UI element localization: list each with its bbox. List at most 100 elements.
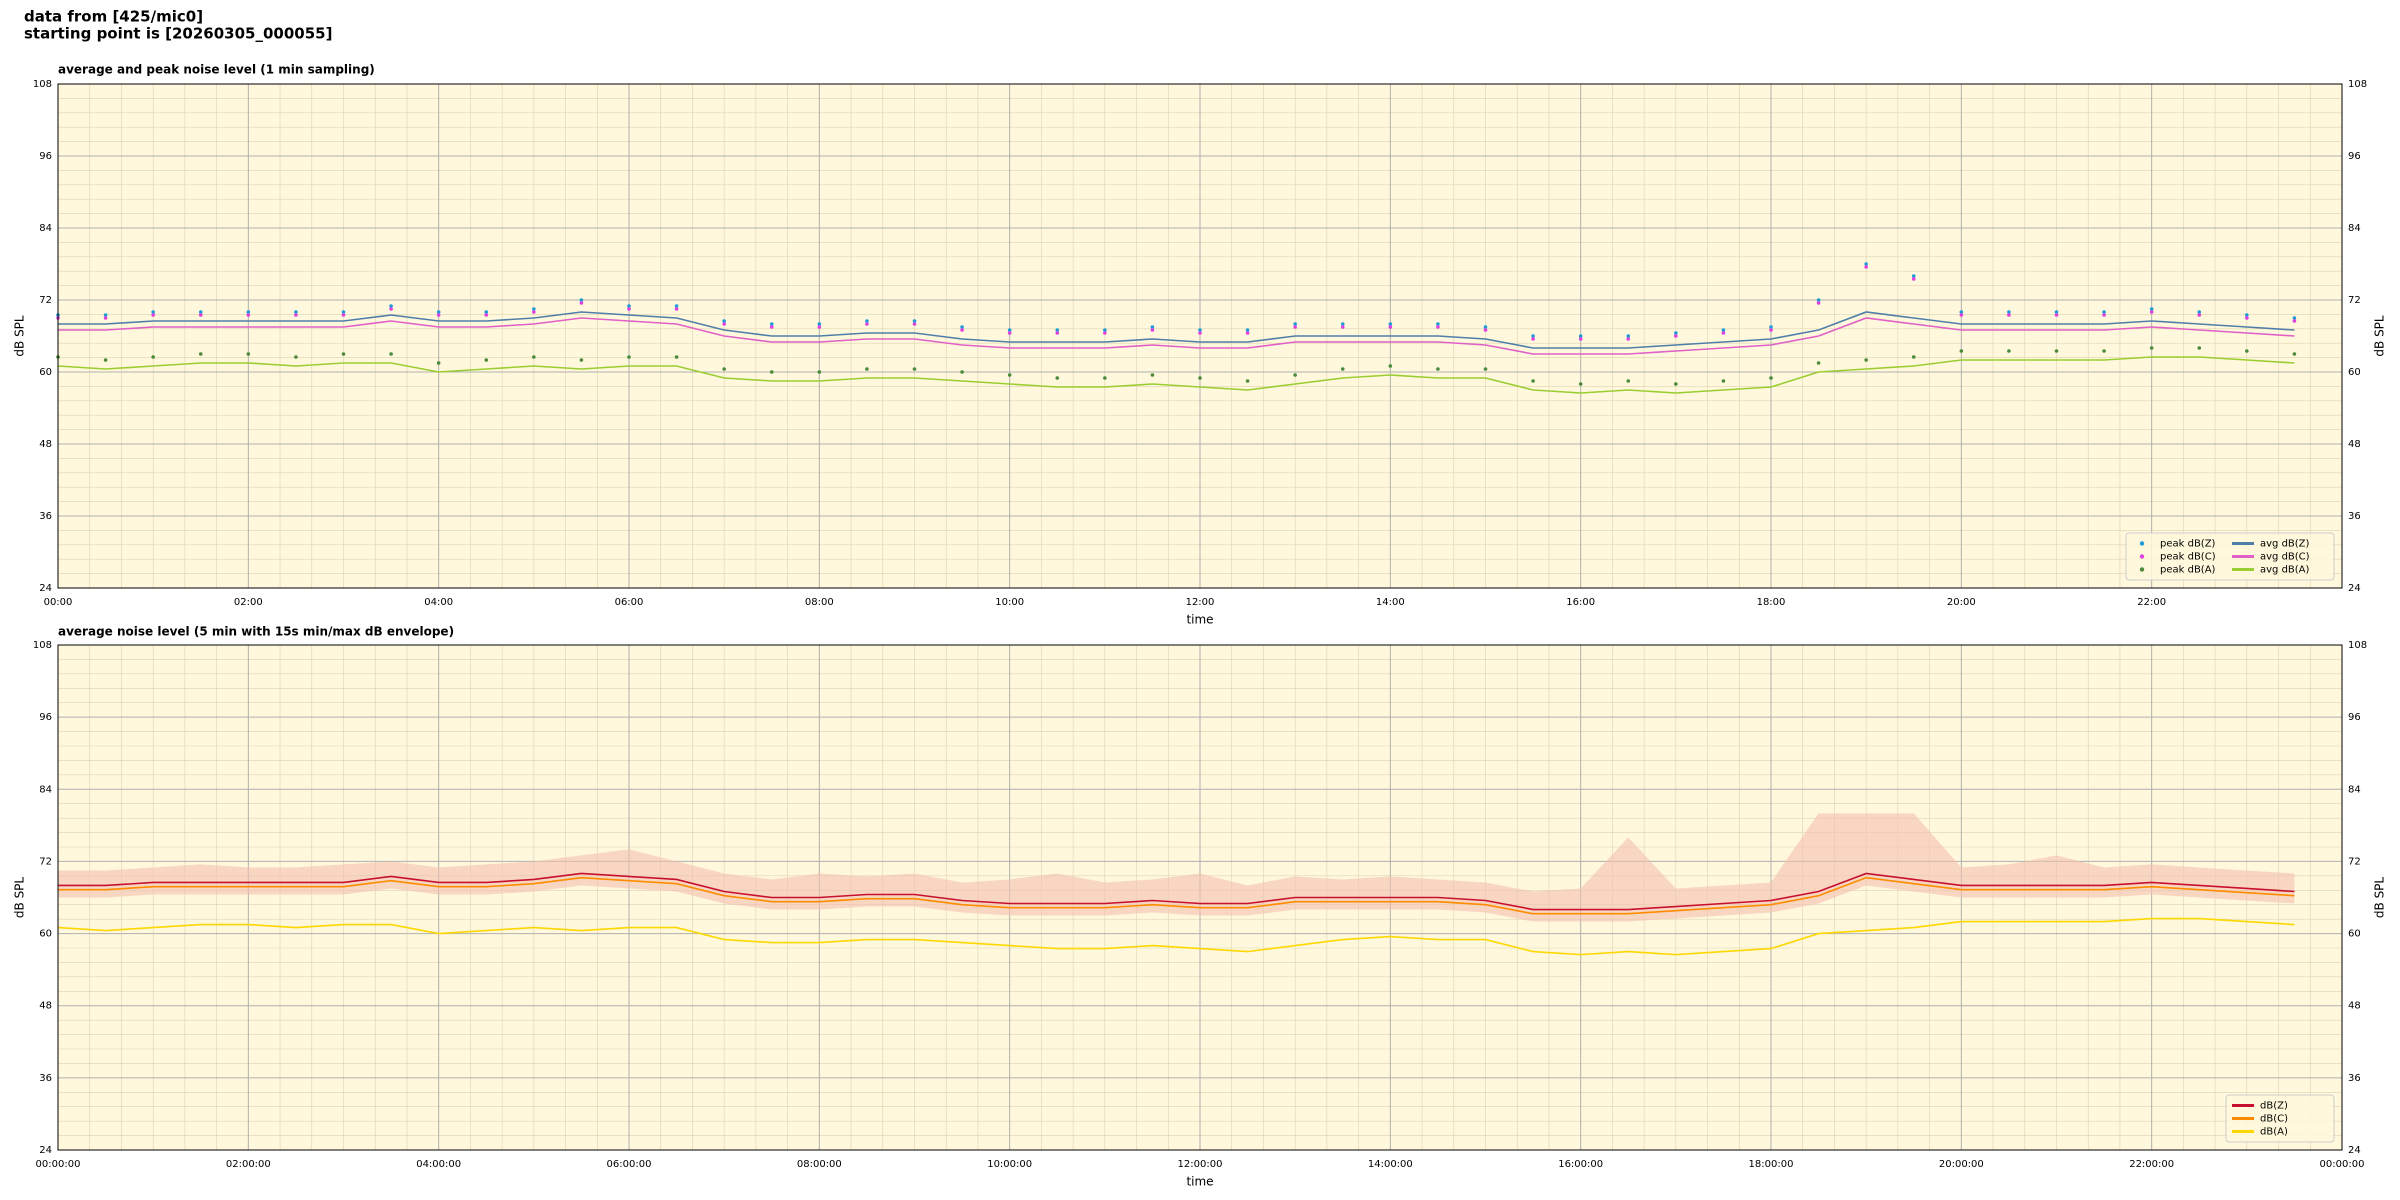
peak-dot bbox=[1626, 379, 1631, 383]
plot-title: average noise level (5 min with 15s min/… bbox=[58, 625, 454, 639]
peak-dot bbox=[2102, 310, 2106, 314]
legend-swatch bbox=[2139, 554, 2145, 559]
y-tick-label: 96 bbox=[39, 712, 52, 723]
peak-dot bbox=[294, 313, 298, 317]
y-tick-label-right: 108 bbox=[2348, 640, 2367, 651]
peak-dot bbox=[532, 307, 536, 311]
x-tick-label: 14:00 bbox=[1376, 597, 1405, 608]
x-tick-label: 02:00 bbox=[234, 597, 263, 608]
plot-frame bbox=[57, 83, 2343, 589]
peak-dot bbox=[1103, 376, 1107, 380]
peak-dot bbox=[865, 322, 869, 326]
legend-label: peak dB(Z) bbox=[2160, 539, 2216, 550]
peak-dot bbox=[151, 310, 155, 314]
peak-dot bbox=[1055, 328, 1060, 332]
envelope-area bbox=[58, 813, 2295, 922]
peak-dot bbox=[1103, 331, 1107, 335]
peak-dot bbox=[1531, 334, 1535, 338]
legend-label: avg dB(C) bbox=[2260, 552, 2310, 563]
peak-dot bbox=[2054, 310, 2059, 314]
peak-dot bbox=[1388, 364, 1393, 368]
peak-dot bbox=[1150, 373, 1155, 377]
peak-dot bbox=[2102, 349, 2106, 353]
peak-dot bbox=[1293, 322, 1297, 326]
y-tick-label-right: 24 bbox=[2348, 1145, 2361, 1156]
peak-dot bbox=[1055, 376, 1060, 380]
peak-dot bbox=[1769, 325, 1773, 329]
y-axis-label-right: dB SPL bbox=[2373, 877, 2387, 919]
peak-dot bbox=[912, 322, 917, 326]
y-tick-label-right: 84 bbox=[2348, 784, 2361, 795]
peak-dot bbox=[1245, 379, 1250, 383]
peak-dot bbox=[1816, 361, 1821, 365]
legend-swatch bbox=[2139, 541, 2145, 546]
peak-dot bbox=[769, 322, 774, 326]
peak-dot bbox=[769, 370, 774, 374]
peak-dot bbox=[1959, 310, 1964, 314]
peak-dot bbox=[294, 355, 298, 359]
peak-dot bbox=[1198, 376, 1202, 380]
peak-dot bbox=[2054, 313, 2059, 317]
x-axis-label: time bbox=[1186, 613, 1213, 627]
y-tick-label-right: 84 bbox=[2348, 223, 2361, 234]
peak-dot bbox=[341, 352, 346, 356]
y-tick-label-right: 96 bbox=[2348, 151, 2361, 162]
header-line: starting point is [20260305_000055] bbox=[24, 25, 332, 43]
y-tick-label: 108 bbox=[33, 640, 52, 651]
peak-dot bbox=[1578, 382, 1583, 386]
y-tick-label: 48 bbox=[39, 439, 52, 450]
peak-dot bbox=[389, 352, 393, 356]
y-tick-label: 72 bbox=[39, 856, 52, 867]
peak-dot bbox=[674, 307, 679, 311]
x-tick-label: 16:00:00 bbox=[1558, 1159, 1603, 1170]
y-tick-label: 60 bbox=[39, 367, 52, 378]
peak-dot bbox=[579, 358, 584, 362]
peak-dot bbox=[2054, 349, 2059, 353]
plot-title: average and peak noise level (1 min samp… bbox=[58, 63, 375, 77]
peak-dot bbox=[722, 367, 726, 371]
peak-dot bbox=[1721, 328, 1726, 332]
peak-dot bbox=[2007, 313, 2011, 317]
peak-dot bbox=[1674, 382, 1678, 386]
peak-dot bbox=[2245, 316, 2249, 320]
peak-dot bbox=[1150, 325, 1155, 329]
x-tick-label: 08:00 bbox=[805, 597, 834, 608]
x-tick-label: 00:00:00 bbox=[2320, 1159, 2365, 1170]
y-tick-label-right: 36 bbox=[2348, 1073, 2361, 1084]
y-tick-label: 84 bbox=[39, 223, 52, 234]
peak-dot bbox=[1674, 334, 1678, 338]
y-tick-label-right: 36 bbox=[2348, 511, 2361, 522]
series-line bbox=[58, 311, 2295, 349]
peak-dot bbox=[1483, 328, 1488, 332]
peak-dot bbox=[1769, 376, 1773, 380]
peak-dot bbox=[1007, 328, 1012, 332]
y-tick-label: 36 bbox=[39, 1073, 52, 1084]
x-tick-label: 12:00:00 bbox=[1178, 1159, 1223, 1170]
x-tick-label: 20:00:00 bbox=[1939, 1159, 1984, 1170]
peak-dot bbox=[484, 358, 489, 362]
peak-dot bbox=[2007, 349, 2011, 353]
peak-dot bbox=[960, 325, 964, 329]
peak-dot bbox=[579, 301, 584, 305]
x-tick-label: 02:00:00 bbox=[226, 1159, 271, 1170]
y-tick-label-right: 48 bbox=[2348, 439, 2361, 450]
peak-dot bbox=[1674, 331, 1678, 335]
peak-dot bbox=[294, 310, 298, 314]
peak-dot bbox=[960, 328, 964, 332]
peak-dot bbox=[674, 355, 679, 359]
series-line bbox=[58, 317, 2295, 355]
peak-dot bbox=[1245, 328, 1250, 332]
peak-dot bbox=[1436, 322, 1440, 326]
y-tick-label: 36 bbox=[39, 511, 52, 522]
peak-dot bbox=[2245, 313, 2249, 317]
x-tick-label: 00:00 bbox=[44, 597, 73, 608]
peak-dot bbox=[817, 322, 822, 326]
peak-dot bbox=[103, 358, 108, 362]
peak-dot bbox=[389, 304, 393, 308]
y-tick-label-right: 60 bbox=[2348, 929, 2361, 940]
series-line bbox=[58, 876, 2295, 915]
peak-dot bbox=[627, 307, 631, 311]
y-tick-label: 24 bbox=[39, 1145, 52, 1156]
x-tick-label: 18:00:00 bbox=[1749, 1159, 1794, 1170]
